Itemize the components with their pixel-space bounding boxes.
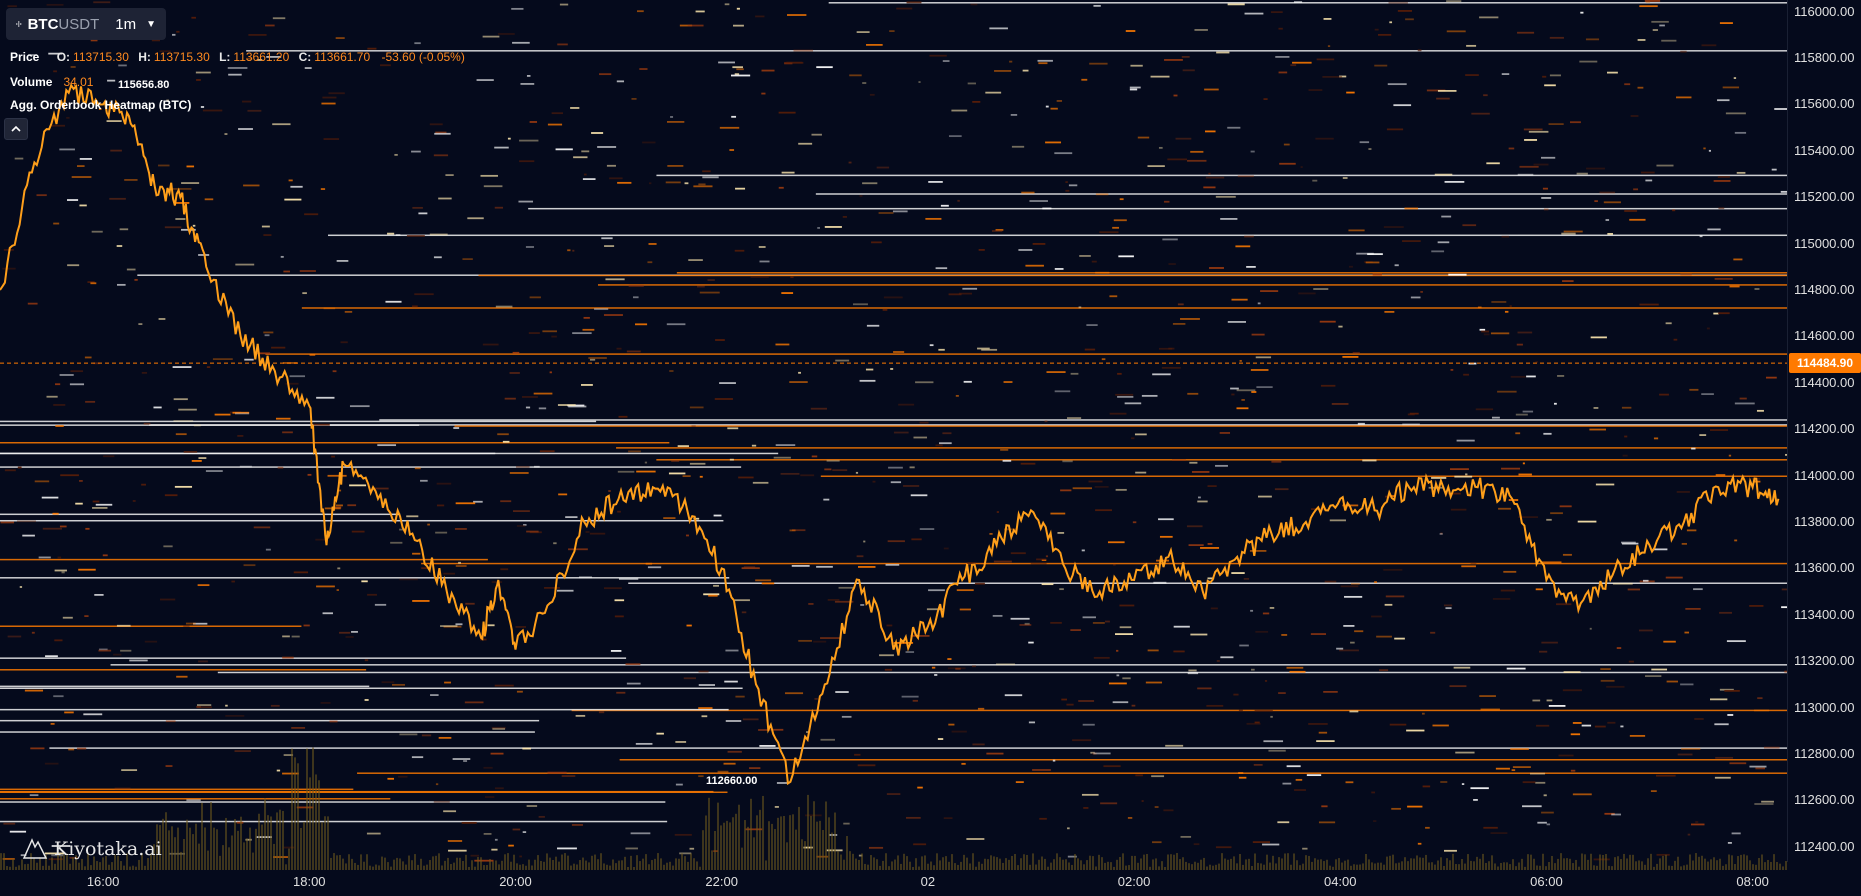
- volume-legend-label: Volume: [10, 75, 53, 89]
- change-value: -53.60 (-0.05%): [381, 50, 465, 64]
- close-value: 113661.70: [314, 50, 371, 64]
- price-tick: 114000.00: [1794, 467, 1855, 483]
- time-tick: 02:00: [1117, 874, 1151, 889]
- price-tick: 112800.00: [1794, 746, 1855, 761]
- time-tick: 20:00: [499, 874, 532, 889]
- price-tick: 114800.00: [1794, 282, 1855, 297]
- price-tick: 115000.00: [1794, 235, 1855, 251]
- price-legend-label: Price: [10, 50, 40, 64]
- orderbook-heatmap: [0, 0, 1805, 862]
- price-tick: 114200.00: [1794, 421, 1855, 437]
- price-tick: 115800.00: [1794, 50, 1855, 65]
- open-key: O:: [56, 50, 71, 64]
- low-annotation: 112660.00: [706, 775, 758, 787]
- price-tick: 113600.00: [1794, 560, 1855, 576]
- price-line: [0, 83, 1780, 786]
- symbol-quote: USDT: [58, 15, 100, 33]
- open-value: 113715.30: [73, 50, 129, 64]
- chevron-up-icon: [11, 125, 21, 132]
- watermark: Kiyotaka.ai: [22, 838, 162, 860]
- timeframe-label[interactable]: 1m: [115, 15, 137, 33]
- collapse-legend-button[interactable]: [4, 118, 28, 140]
- symbol-base: BTC: [27, 15, 59, 33]
- binance-diamond-icon: [16, 21, 22, 27]
- price-tick: 116000.00: [1794, 3, 1855, 19]
- high-key: H:: [138, 50, 151, 64]
- volume-value: 34.01: [63, 75, 94, 89]
- low-key: L:: [219, 50, 231, 64]
- heatmap-legend-label: Agg. Orderbook Heatmap (BTC): [10, 98, 192, 112]
- close-key: C:: [298, 50, 312, 64]
- time-tick: 04:00: [1323, 874, 1357, 889]
- volume-legend: Volume 34.01: [10, 75, 93, 89]
- price-tick: 114400.00: [1794, 374, 1855, 390]
- volume-bars: [0, 747, 1787, 870]
- chevron-down-icon[interactable]: ▼: [146, 18, 156, 30]
- price-tick: 112600.00: [1794, 792, 1855, 808]
- kiyotaka-logo-icon: [22, 838, 48, 859]
- price-tick: 113800.00: [1794, 514, 1855, 529]
- high-annotation: 115656.80: [118, 79, 170, 91]
- watermark-text: Kiyotaka.ai: [54, 838, 162, 860]
- price-tick: 113200.00: [1794, 653, 1855, 669]
- symbol-selector[interactable]: BTCUSDT 1m ▼: [6, 8, 166, 40]
- price-tick: 115600.00: [1794, 96, 1855, 112]
- current-price-tag: 114484.90: [1789, 353, 1861, 374]
- price-tick: 112400.00: [1794, 838, 1855, 854]
- time-tick: 06:00: [1530, 874, 1563, 889]
- time-tick: 08:00: [1736, 874, 1769, 889]
- time-axis[interactable]: 16:00 18:00 20:00 22:00 02 02:00 04:00 06:00 08:…: [0, 870, 1787, 896]
- price-tick: 114600.00: [1794, 328, 1855, 344]
- price-axis[interactable]: 116000.00 115800.00 115600.00 115400.00 1152…: [1787, 0, 1861, 862]
- time-tick: 16:00: [86, 874, 120, 889]
- low-value: 113661.20: [233, 50, 290, 64]
- price-legend: Price O: 113715.30 H: 113715.30 L: 113661.2…: [10, 50, 465, 64]
- price-tick: 113400.00: [1794, 606, 1855, 622]
- price-tick: 113000.00: [1794, 699, 1855, 715]
- price-tick: 115200.00: [1794, 189, 1855, 205]
- time-tick: 22:00: [705, 874, 738, 889]
- price-tick: 115400.00: [1794, 142, 1855, 158]
- time-tick: 02: [920, 874, 936, 889]
- time-tick: 18:00: [293, 874, 326, 889]
- high-value: 113715.30: [153, 50, 210, 64]
